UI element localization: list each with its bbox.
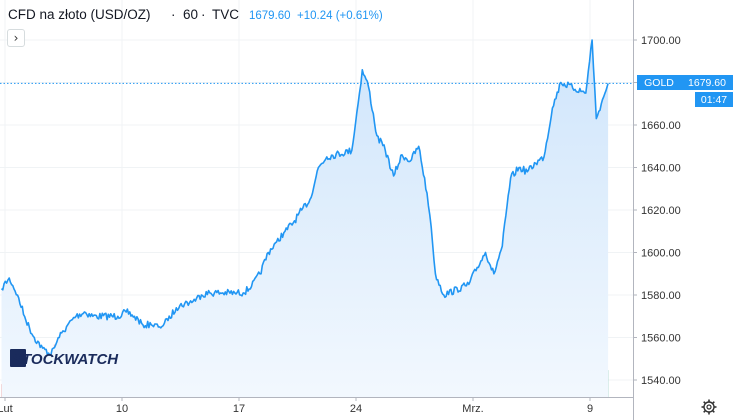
price-area xyxy=(1,40,609,397)
header-separator: · xyxy=(171,7,176,22)
chevron-right-icon: › xyxy=(13,31,19,45)
gear-icon xyxy=(701,399,717,415)
x-tick-label: 17 xyxy=(233,403,245,415)
price-area-fill xyxy=(1,40,609,397)
chart-source: TVC xyxy=(212,7,239,22)
price-change: +10.24 (+0.61%) xyxy=(297,10,383,22)
y-tick-label: 1700.00 xyxy=(641,35,681,47)
watermark-text: STOCKWATCH xyxy=(12,351,119,368)
y-tick-label: 1540.00 xyxy=(641,375,681,387)
settings-button[interactable] xyxy=(700,398,718,416)
bar-countdown: 01:47 xyxy=(701,94,727,106)
watermark-logo: STOCKWATCH xyxy=(10,349,119,368)
header-separator: · xyxy=(201,7,206,22)
x-tick-label: 10 xyxy=(116,403,128,415)
price-axis-label: GOLD 1679.60 01:47 xyxy=(637,75,733,107)
x-tick-label: Mrz. xyxy=(462,403,483,415)
x-tick-label: 24 xyxy=(350,403,362,415)
last-price: 1679.60 xyxy=(249,10,291,22)
y-tick-label: 1560.00 xyxy=(641,333,681,345)
y-tick-label: 1660.00 xyxy=(641,120,681,132)
price-line xyxy=(0,39,609,356)
x-tick-label: Lut xyxy=(0,403,13,415)
chart-title: CFD na złoto (USD/OZ) xyxy=(8,7,151,22)
last-price-label: 1679.60 xyxy=(688,77,726,89)
legend-toggle-button[interactable]: › xyxy=(7,29,25,47)
y-tick-label: 1640.00 xyxy=(641,163,681,175)
y-tick-label: 1580.00 xyxy=(641,290,681,302)
y-tick-label: 1620.00 xyxy=(641,205,681,217)
y-tick-label: 1600.00 xyxy=(641,248,681,260)
symbol-label: GOLD xyxy=(644,77,674,89)
price-line-series xyxy=(0,39,609,356)
x-tick-label: 9 xyxy=(587,403,593,415)
chart-interval: 60 xyxy=(183,7,198,22)
